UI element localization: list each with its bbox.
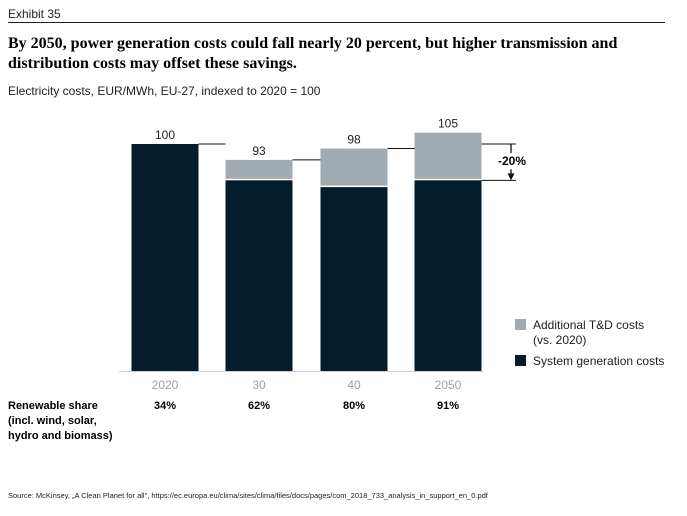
total-label-front-2040: 98 bbox=[347, 133, 361, 147]
exhibit-label: Exhibit 35 bbox=[8, 7, 61, 21]
source-note: Source: McKinsey, „A Clean Planet for al… bbox=[8, 491, 488, 500]
legend: Additional T&D costs (vs. 2020) System g… bbox=[515, 318, 664, 369]
legend-swatch-generation bbox=[515, 355, 526, 366]
bar-generation-2040 bbox=[320, 187, 388, 371]
legend-item-generation: System generation costs bbox=[515, 354, 664, 369]
total-label-front-2030: 93 bbox=[252, 144, 266, 158]
legend-label-td-line1: Additional T&D costs bbox=[533, 318, 645, 332]
legend-label-td-line2: (vs. 2020) bbox=[533, 333, 587, 347]
header-rule bbox=[8, 22, 665, 23]
total-label-2020: 100 bbox=[155, 128, 175, 142]
renewable-share-2020: 34% bbox=[153, 400, 177, 412]
bar-td-2050 bbox=[414, 132, 482, 179]
chart-title: By 2050, power generation costs could fa… bbox=[8, 35, 618, 72]
bar-generation-2030 bbox=[225, 180, 293, 371]
annotation-arrow-head bbox=[507, 173, 515, 181]
annotation-label-backdrop bbox=[495, 153, 529, 170]
renewable-share-label: Renewable share (incl. wind, solar, hydr… bbox=[8, 399, 138, 444]
total-label-2050: 105 bbox=[438, 117, 458, 131]
bar-generation-2050 bbox=[414, 180, 482, 371]
chart-subtitle: Electricity costs, EUR/MWh, EU-27, index… bbox=[8, 84, 321, 98]
label-backdrop-2030 bbox=[247, 143, 271, 160]
label-backdrop-2040 bbox=[342, 132, 366, 149]
tick-label-2030: 30 bbox=[252, 378, 266, 392]
annotation-label: -20% bbox=[498, 154, 526, 168]
bar-generation-2020 bbox=[131, 144, 199, 371]
renewable-share-2050: 91% bbox=[436, 400, 460, 412]
tick-label-2050: 2050 bbox=[435, 378, 462, 392]
legend-label-generation: System generation costs bbox=[533, 354, 665, 368]
legend-item-td: Additional T&D costs (vs. 2020) bbox=[515, 318, 664, 348]
tick-label-2040: 40 bbox=[347, 378, 361, 392]
bar-td-2030 bbox=[225, 159, 293, 179]
legend-swatch-td bbox=[515, 319, 526, 330]
renewable-share-label-line2: (incl. wind, solar, bbox=[8, 415, 97, 427]
renewable-share-2030: 62% bbox=[247, 400, 271, 412]
renewable-share-label-line1: Renewable share bbox=[8, 400, 98, 412]
bar-td-2040 bbox=[320, 148, 388, 186]
renewable-share-2040: 80% bbox=[342, 400, 366, 412]
tick-label-2020: 2020 bbox=[152, 378, 179, 392]
renewable-share-label-line3: hydro and biomass) bbox=[8, 430, 113, 442]
